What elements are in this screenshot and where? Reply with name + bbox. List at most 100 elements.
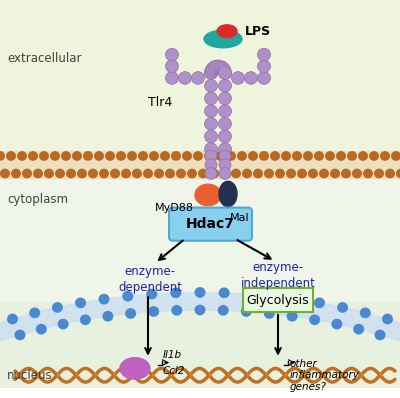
Circle shape <box>148 306 159 317</box>
Text: Ccl2: Ccl2 <box>163 367 186 377</box>
Circle shape <box>204 67 218 80</box>
Circle shape <box>33 169 43 178</box>
Circle shape <box>292 151 302 161</box>
Circle shape <box>258 60 270 72</box>
Circle shape <box>125 308 136 319</box>
Circle shape <box>219 287 230 298</box>
Polygon shape <box>0 293 400 398</box>
Circle shape <box>217 62 230 75</box>
Circle shape <box>213 60 226 73</box>
Circle shape <box>17 151 27 161</box>
Circle shape <box>358 151 368 161</box>
Circle shape <box>205 168 217 179</box>
Circle shape <box>205 159 217 171</box>
Circle shape <box>336 151 346 161</box>
Circle shape <box>149 151 159 161</box>
Circle shape <box>7 314 18 324</box>
Circle shape <box>198 169 208 178</box>
Circle shape <box>98 294 110 304</box>
Ellipse shape <box>219 181 237 207</box>
Circle shape <box>94 151 104 161</box>
Bar <box>0 0 400 151</box>
Circle shape <box>61 151 71 161</box>
Circle shape <box>215 151 225 161</box>
Circle shape <box>363 169 373 178</box>
Circle shape <box>132 169 142 178</box>
Circle shape <box>264 169 274 178</box>
Circle shape <box>143 169 153 178</box>
Text: nucleus: nucleus <box>7 369 53 382</box>
Circle shape <box>275 169 285 178</box>
Circle shape <box>11 169 21 178</box>
Circle shape <box>77 169 87 178</box>
Circle shape <box>218 67 232 80</box>
Circle shape <box>218 143 232 156</box>
Circle shape <box>253 169 263 178</box>
Circle shape <box>337 302 348 313</box>
Circle shape <box>347 151 357 161</box>
Circle shape <box>204 117 218 130</box>
Circle shape <box>171 151 181 161</box>
Circle shape <box>331 319 342 330</box>
Circle shape <box>369 151 379 161</box>
Circle shape <box>309 314 320 325</box>
Circle shape <box>204 151 214 161</box>
Circle shape <box>193 151 203 161</box>
Circle shape <box>237 151 247 161</box>
Circle shape <box>215 61 228 74</box>
Circle shape <box>243 289 254 299</box>
Text: enzyme-
independent: enzyme- independent <box>240 261 316 290</box>
Circle shape <box>194 287 206 298</box>
Circle shape <box>218 67 232 80</box>
Circle shape <box>122 291 133 302</box>
Circle shape <box>220 169 230 178</box>
Circle shape <box>219 150 231 162</box>
Circle shape <box>29 308 40 318</box>
Circle shape <box>178 72 192 84</box>
Circle shape <box>210 60 223 73</box>
Circle shape <box>267 291 278 302</box>
Bar <box>0 151 400 178</box>
FancyBboxPatch shape <box>243 289 313 312</box>
Circle shape <box>44 169 54 178</box>
Circle shape <box>182 151 192 161</box>
Circle shape <box>380 151 390 161</box>
Circle shape <box>194 304 206 315</box>
Circle shape <box>121 169 131 178</box>
Circle shape <box>102 311 113 322</box>
Circle shape <box>218 105 232 117</box>
Circle shape <box>218 130 232 143</box>
Text: other
inflammatory
genes?: other inflammatory genes? <box>290 359 360 392</box>
Circle shape <box>99 169 109 178</box>
Circle shape <box>204 92 218 105</box>
Circle shape <box>218 117 232 130</box>
Circle shape <box>50 151 60 161</box>
Circle shape <box>127 151 137 161</box>
Circle shape <box>58 319 69 330</box>
Circle shape <box>209 169 219 178</box>
Circle shape <box>242 169 252 178</box>
Circle shape <box>66 169 76 178</box>
Circle shape <box>204 105 218 117</box>
Circle shape <box>205 64 218 77</box>
Circle shape <box>170 287 181 298</box>
Circle shape <box>259 151 269 161</box>
Circle shape <box>218 305 229 316</box>
Ellipse shape <box>195 184 221 206</box>
Circle shape <box>28 151 38 161</box>
Ellipse shape <box>204 30 242 48</box>
Bar <box>0 151 400 332</box>
Ellipse shape <box>120 358 150 379</box>
Circle shape <box>314 298 325 308</box>
Circle shape <box>166 48 178 61</box>
Circle shape <box>204 130 218 143</box>
Circle shape <box>138 151 148 161</box>
Circle shape <box>204 80 218 92</box>
Circle shape <box>205 150 217 162</box>
Circle shape <box>360 308 371 318</box>
Circle shape <box>36 324 47 334</box>
Circle shape <box>258 48 270 61</box>
Circle shape <box>341 169 351 178</box>
Text: MyD88: MyD88 <box>155 203 194 213</box>
Circle shape <box>297 169 307 178</box>
